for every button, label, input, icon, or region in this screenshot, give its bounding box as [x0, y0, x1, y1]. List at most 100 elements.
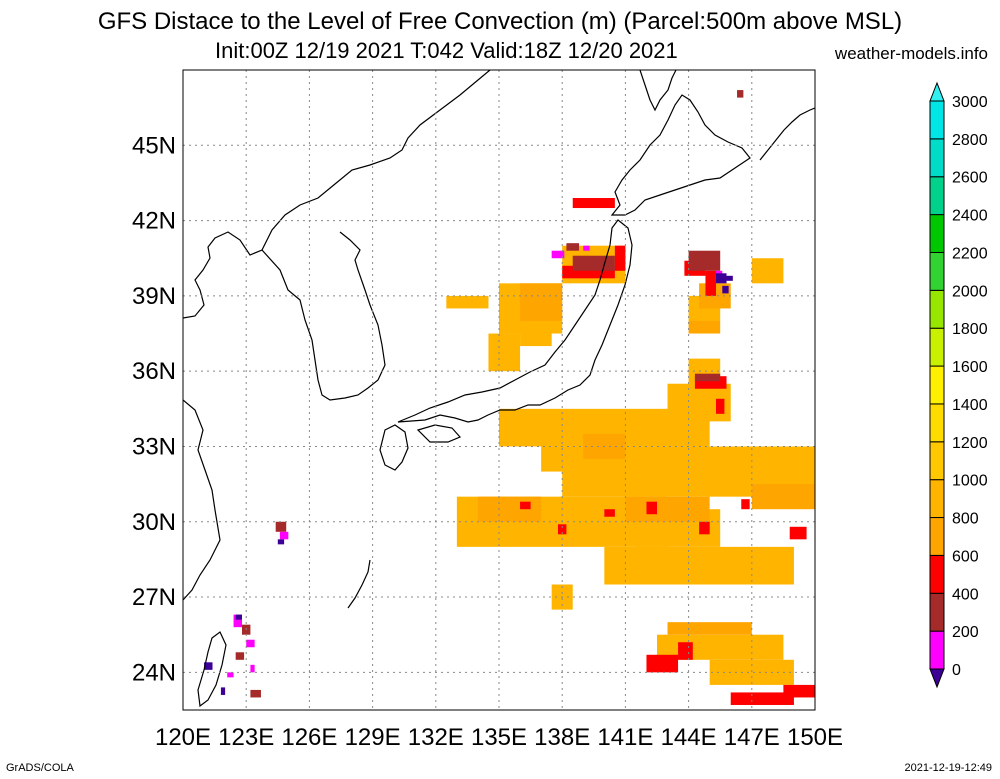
lat-label-45N: 45N	[132, 132, 176, 159]
colorbar-label-1400: 1400	[952, 397, 988, 414]
field-cell-3-5	[250, 689, 261, 698]
lon-label-126E: 126E	[281, 724, 337, 751]
field-cell-3-3	[275, 521, 287, 532]
field-cell-5-1	[722, 285, 729, 294]
field-cell-3-7	[566, 243, 580, 251]
colorbar-segment-1800	[929, 289, 945, 329]
lat-label-36N: 36N	[132, 358, 176, 385]
field-cell-3-2	[694, 373, 721, 382]
field-cell-5-6	[726, 275, 733, 281]
lat-label-42N: 42N	[132, 208, 176, 235]
field-cell-2-17	[572, 198, 615, 209]
colorbar-label-1000: 1000	[952, 473, 988, 490]
grid-lines	[183, 70, 815, 710]
field-cell-2-13	[520, 501, 531, 510]
longitude-labels: 120E 123E 126E 129E 132E 135E 138E 141E 144E 147E…	[155, 724, 843, 751]
colorbar-label-2600: 2600	[952, 170, 988, 187]
field-cell-0-18	[751, 258, 784, 284]
coastline-china-south	[183, 399, 221, 601]
lon-label-150E: 150E	[787, 724, 843, 751]
colorbar-segment-600	[929, 517, 945, 556]
field-cell-2-15	[699, 521, 710, 535]
colorbar-segment-400	[929, 554, 945, 594]
colorbar-label-2800: 2800	[952, 132, 988, 149]
colorbar-label-800: 800	[952, 511, 979, 528]
field-layer	[204, 90, 815, 705]
latitude-labels: 45N 42N 39N 36N 33N 30N 27N 24N	[132, 132, 176, 686]
lon-label-123E: 123E	[218, 724, 274, 751]
field-cell-1-7	[477, 496, 542, 522]
field-cell-5-2	[277, 539, 285, 545]
field-cell-2-11	[557, 524, 567, 535]
map-plot-area	[183, 70, 815, 710]
field-cell-4-5	[227, 672, 234, 678]
coastline-kuril	[759, 107, 815, 161]
lon-label-132E: 132E	[408, 724, 464, 751]
coastline-ryukyu	[347, 559, 371, 609]
colorbar: 0 200 400 600 800 1000 1200 1400 1600 1800 2000 220…	[929, 81, 988, 689]
field-cell-0-15	[709, 659, 794, 685]
field-cell-2-1	[614, 245, 626, 271]
colorbar-segment-1600	[929, 327, 945, 367]
field-cell-2-9	[783, 684, 815, 698]
coastline-korea	[261, 231, 386, 401]
field-cell-5-5	[220, 687, 226, 695]
chart-title: GFS Distace to the Level of Free Convect…	[97, 8, 903, 35]
colorbar-segment-0	[929, 630, 945, 670]
colorbar-label-1800: 1800	[952, 321, 988, 338]
coastline-asia	[183, 70, 491, 319]
field-cell-1-1	[688, 320, 721, 334]
field-cell-4-4	[246, 639, 255, 648]
lon-label-141E: 141E	[597, 724, 653, 751]
colorbar-segment-2200	[929, 214, 945, 253]
colorbar-segment-2800	[929, 100, 945, 140]
colorbar-segment-1000	[929, 441, 945, 481]
field-cell-0-2	[488, 333, 521, 372]
field-cell-2-16	[741, 499, 750, 510]
field-cell-2-3	[705, 270, 716, 296]
colorbar-label-2400: 2400	[952, 208, 988, 225]
field-cell-4-0	[551, 250, 565, 259]
field-cell-0-4	[446, 295, 489, 309]
field-cell-2-5	[715, 398, 725, 414]
field-cell-4-6	[250, 664, 255, 673]
field-cell-4-2	[279, 531, 289, 540]
field-cell-2-14	[646, 501, 657, 515]
field-level-800	[477, 283, 815, 635]
field-cell-1-6	[667, 622, 752, 635]
field-level-0	[204, 273, 733, 695]
field-level-400	[235, 90, 744, 698]
field-cell-0-9	[604, 546, 794, 585]
footer-right: 2021-12-19-12:49	[904, 762, 992, 774]
colorbar-label-600: 600	[952, 548, 979, 565]
colorbar-segment-2000	[929, 251, 945, 291]
lat-label-33N: 33N	[132, 433, 176, 460]
field-cell-3-6	[235, 652, 245, 660]
lon-label-129E: 129E	[345, 724, 401, 751]
colorbar-segment-2400	[929, 176, 945, 216]
field-cell-1-5	[751, 484, 815, 510]
lon-label-120E: 120E	[155, 724, 211, 751]
field-cell-0-12	[730, 446, 794, 485]
colorbar-segment-1400	[929, 365, 945, 405]
field-cell-4-3	[233, 614, 242, 628]
colorbar-label-0: 0	[952, 662, 961, 679]
field-cell-1-3	[625, 496, 710, 522]
coastline-shikoku	[416, 424, 462, 443]
lon-label-144E: 144E	[661, 724, 717, 751]
field-level-600	[520, 198, 815, 705]
colorbar-label-400: 400	[952, 586, 979, 603]
colorbar-segment-800	[929, 479, 945, 519]
field-cell-2-6	[646, 654, 679, 673]
colorbar-label-2200: 2200	[952, 245, 988, 262]
colorbar-segment-200	[929, 592, 945, 632]
colorbar-label-1600: 1600	[952, 359, 988, 376]
field-cell-0-3	[520, 320, 552, 347]
coastline-taiwan	[197, 631, 227, 708]
coastlines	[183, 70, 815, 708]
colorbar-label-200: 200	[952, 624, 979, 641]
lat-label-24N: 24N	[132, 659, 176, 686]
lon-label-138E: 138E	[534, 724, 590, 751]
colorbar-label-3000: 3000	[952, 94, 988, 111]
